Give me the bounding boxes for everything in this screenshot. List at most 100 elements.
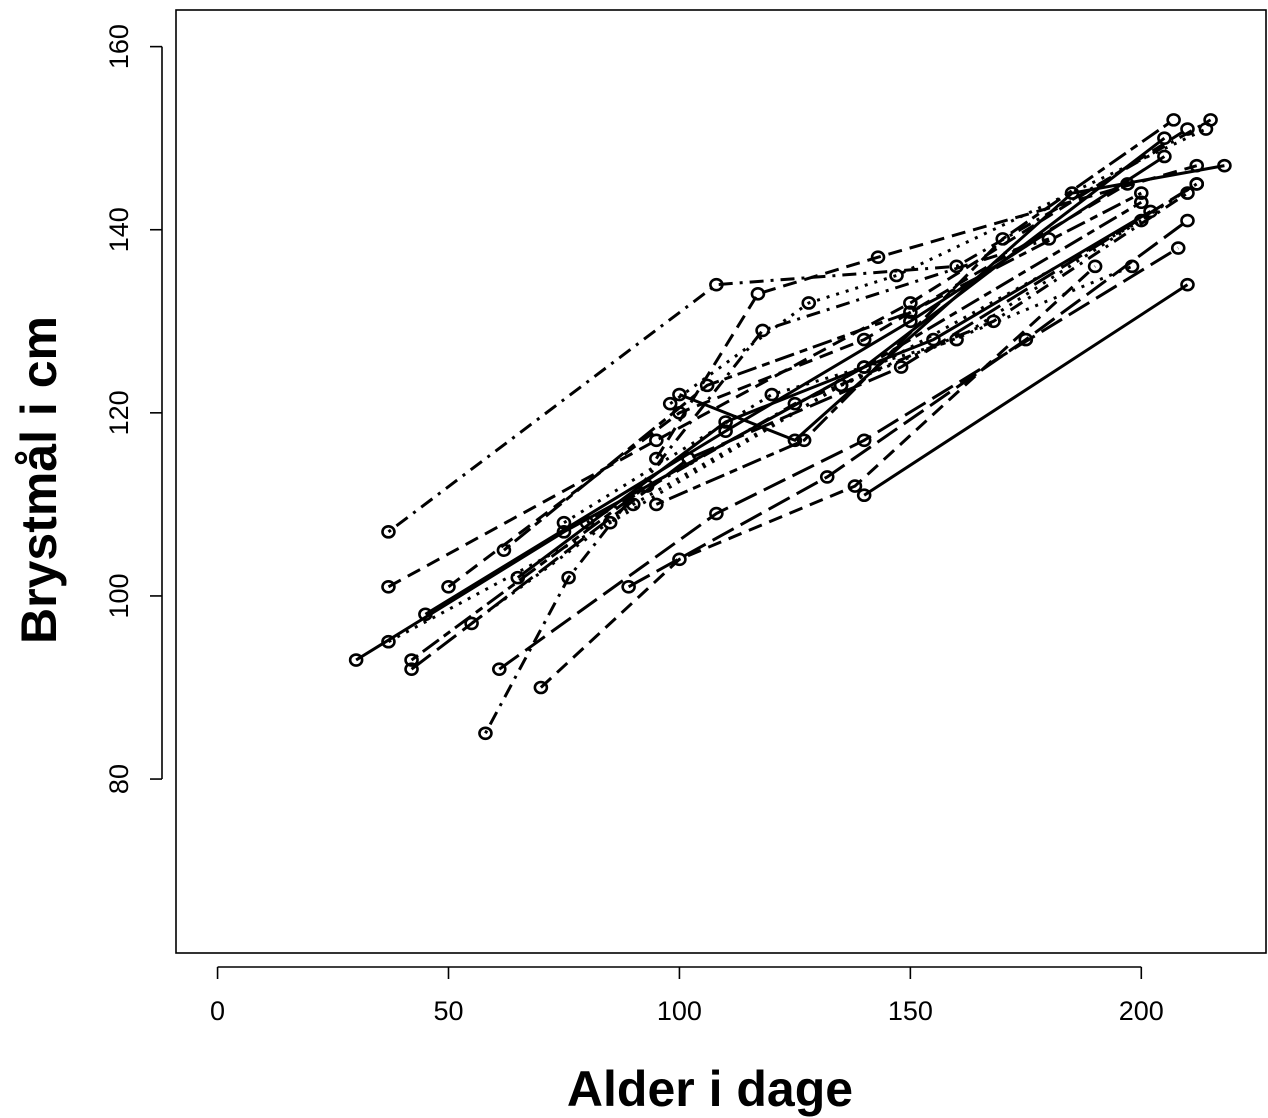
series-line-20 bbox=[655, 164, 1198, 460]
series-line-17 bbox=[863, 283, 1189, 497]
data-point bbox=[1133, 213, 1149, 228]
data-point bbox=[949, 332, 964, 347]
data-point bbox=[672, 387, 687, 402]
series-line-4 bbox=[387, 118, 1212, 534]
data-point bbox=[1143, 204, 1158, 219]
data-point bbox=[556, 515, 572, 530]
data-point bbox=[787, 433, 803, 448]
data-point bbox=[801, 296, 817, 310]
data-point bbox=[1217, 158, 1232, 173]
data-point bbox=[709, 506, 724, 521]
data-point bbox=[709, 277, 724, 292]
data-point bbox=[796, 433, 812, 448]
data-point bbox=[755, 323, 770, 338]
data-point bbox=[672, 552, 687, 567]
data-point bbox=[478, 726, 493, 741]
data-point bbox=[1041, 232, 1057, 246]
y-tick-label: 100 bbox=[104, 573, 134, 618]
data-point bbox=[764, 387, 780, 402]
data-point bbox=[496, 543, 512, 557]
data-point bbox=[404, 653, 419, 667]
data-point bbox=[639, 479, 655, 493]
x-tick-label: 200 bbox=[1119, 996, 1164, 1026]
data-point bbox=[1180, 213, 1195, 228]
data-point bbox=[1157, 149, 1172, 164]
series-line-15 bbox=[563, 182, 1198, 524]
data-point bbox=[1018, 332, 1034, 347]
x-tick-label: 100 bbox=[657, 996, 702, 1026]
data-point bbox=[492, 662, 507, 676]
data-point bbox=[672, 406, 687, 420]
data-point bbox=[533, 680, 549, 695]
series-line-7 bbox=[424, 155, 1166, 616]
y-axis: 80 100 120 140 160 bbox=[104, 24, 163, 794]
x-tick-label: 50 bbox=[433, 996, 463, 1026]
x-tick-label: 0 bbox=[210, 996, 225, 1026]
data-point bbox=[561, 570, 576, 585]
data-point bbox=[889, 268, 904, 283]
data-point bbox=[649, 497, 664, 512]
y-axis-title: Brystmål i cm bbox=[11, 316, 67, 644]
data-point bbox=[510, 570, 526, 585]
data-point bbox=[1189, 177, 1205, 191]
data-point bbox=[662, 396, 678, 411]
x-tick-label: 150 bbox=[888, 996, 933, 1026]
data-point bbox=[602, 515, 618, 530]
data-point bbox=[1180, 186, 1195, 200]
data-point bbox=[579, 515, 595, 530]
series-line-10 bbox=[484, 237, 1050, 734]
data-point bbox=[1157, 131, 1172, 145]
data-point bbox=[381, 579, 396, 594]
data-point bbox=[787, 396, 803, 411]
data-point bbox=[903, 305, 918, 319]
series-line-3 bbox=[387, 219, 1143, 644]
data-point bbox=[750, 287, 766, 301]
data-points bbox=[348, 113, 1232, 741]
data-point bbox=[870, 250, 886, 264]
series-line-16 bbox=[586, 191, 1189, 525]
data-point bbox=[621, 579, 636, 594]
data-point bbox=[718, 424, 733, 438]
series-line-22 bbox=[678, 164, 1225, 443]
data-point bbox=[1133, 195, 1149, 210]
data-point bbox=[1166, 113, 1181, 127]
data-point bbox=[404, 662, 419, 676]
series-line-11 bbox=[498, 246, 1180, 671]
series-line-19 bbox=[655, 118, 1175, 506]
plot-frame bbox=[175, 9, 1267, 954]
data-point bbox=[1170, 241, 1186, 255]
data-point bbox=[649, 433, 664, 448]
data-point bbox=[926, 332, 941, 347]
data-point bbox=[903, 296, 918, 310]
data-point bbox=[441, 579, 456, 594]
series-line-12 bbox=[502, 191, 1142, 552]
data-point bbox=[1087, 259, 1103, 274]
data-point bbox=[949, 259, 964, 274]
y-tick-label: 80 bbox=[104, 764, 134, 794]
series-lines bbox=[355, 118, 1225, 734]
data-point bbox=[856, 433, 872, 448]
data-point bbox=[903, 314, 918, 329]
data-point bbox=[856, 488, 872, 503]
data-point bbox=[381, 634, 396, 649]
series-line-18 bbox=[627, 219, 1189, 589]
data-point bbox=[1064, 186, 1080, 200]
data-point bbox=[681, 451, 696, 466]
data-point bbox=[833, 378, 849, 393]
y-tick-label: 160 bbox=[104, 24, 134, 69]
data-point bbox=[1180, 277, 1195, 292]
data-point bbox=[625, 497, 641, 512]
data-point bbox=[649, 451, 664, 466]
data-point bbox=[819, 470, 835, 484]
y-tick-label: 120 bbox=[104, 390, 134, 435]
data-point bbox=[893, 360, 909, 374]
series-line-6 bbox=[410, 200, 1143, 662]
series-line-9 bbox=[470, 264, 1133, 625]
series-line-5 bbox=[410, 182, 1198, 671]
data-point bbox=[995, 232, 1011, 246]
series-line-13 bbox=[516, 210, 1152, 579]
data-point bbox=[847, 479, 863, 493]
x-axis: 0 50 100 150 200 bbox=[210, 966, 1164, 1026]
